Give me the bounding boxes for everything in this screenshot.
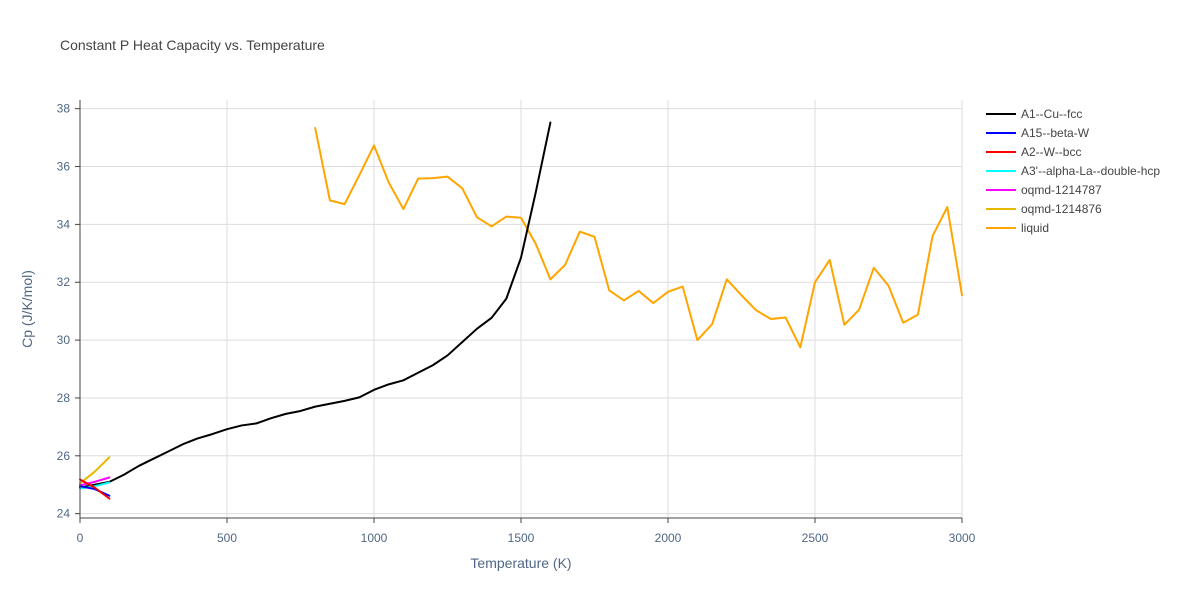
x-tick-labels: 0 500 1000 1500 2000 2500 3000 bbox=[77, 518, 976, 545]
x-tick-label: 1500 bbox=[508, 531, 535, 545]
legend-label: oqmd-1214876 bbox=[1021, 202, 1102, 216]
series-line-a15-beta-w bbox=[79, 485, 111, 497]
chart-title: Constant P Heat Capacity vs. Temperature bbox=[60, 37, 325, 53]
legend-item-oqmd-1214787[interactable]: oqmd-1214787 bbox=[986, 183, 1102, 197]
legend-label: oqmd-1214787 bbox=[1021, 183, 1102, 197]
x-tick-label: 500 bbox=[217, 531, 237, 545]
x-axis-label: Temperature (K) bbox=[470, 555, 571, 571]
legend-label: A3'--alpha-La--double-hcp bbox=[1021, 164, 1160, 178]
y-tick-labels: 24 26 28 30 32 34 36 38 bbox=[57, 102, 80, 521]
legend-item-a1-cu-fcc[interactable]: A1--Cu--fcc bbox=[986, 107, 1082, 121]
y-tick-label: 32 bbox=[57, 275, 71, 289]
y-gridlines bbox=[80, 108, 962, 515]
legend-label: A2--W--bcc bbox=[1021, 145, 1081, 159]
y-tick-label: 38 bbox=[57, 102, 71, 116]
legend-item-liquid[interactable]: liquid bbox=[986, 221, 1049, 235]
legend-label: A15--beta-W bbox=[1021, 126, 1090, 140]
legend[interactable]: A1--Cu--fcc A15--beta-W A2--W--bcc A3'--alp… bbox=[986, 107, 1160, 235]
x-gridlines bbox=[226, 100, 963, 518]
x-tick-label: 1000 bbox=[361, 531, 388, 545]
y-tick-label: 28 bbox=[57, 391, 71, 405]
y-tick-label: 36 bbox=[57, 160, 71, 174]
legend-item-a2-w-bcc[interactable]: A2--W--bcc bbox=[986, 145, 1081, 159]
y-tick-label: 24 bbox=[57, 507, 71, 521]
series-line-liquid bbox=[314, 127, 963, 349]
legend-label: A1--Cu--fcc bbox=[1021, 107, 1082, 121]
y-tick-label: 26 bbox=[57, 449, 71, 463]
x-tick-label: 2500 bbox=[802, 531, 829, 545]
series-line-a2-w-bcc bbox=[79, 478, 111, 500]
legend-item-a3-alpha-la-double-hcp[interactable]: A3'--alpha-La--double-hcp bbox=[986, 164, 1160, 178]
x-tick-label: 2000 bbox=[655, 531, 682, 545]
series-line-oqmd-1214787 bbox=[79, 476, 111, 487]
legend-item-a15-beta-w[interactable]: A15--beta-W bbox=[986, 126, 1090, 140]
legend-label: liquid bbox=[1021, 221, 1049, 235]
y-tick-label: 30 bbox=[57, 333, 71, 347]
y-tick-label: 34 bbox=[57, 217, 71, 231]
x-tick-label: 3000 bbox=[949, 531, 976, 545]
series-line-a1-cu-fcc bbox=[79, 121, 552, 489]
legend-item-oqmd-1214876[interactable]: oqmd-1214876 bbox=[986, 202, 1102, 216]
x-tick-label: 0 bbox=[77, 531, 84, 545]
series-lines bbox=[79, 121, 963, 500]
series-line-oqmd-1214876 bbox=[79, 456, 111, 485]
y-axis-label: Cp (J/K/mol) bbox=[19, 270, 35, 348]
